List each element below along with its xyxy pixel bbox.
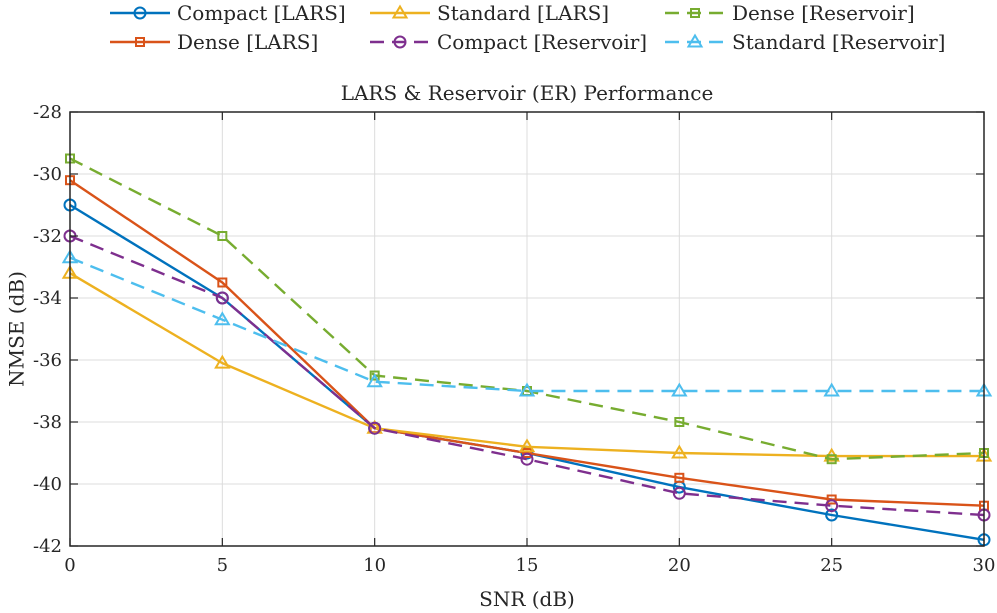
- data-point-standard-reservoir: [214, 311, 231, 326]
- data-point-standard-reservoir: [823, 382, 840, 397]
- y-tick-label: -32: [33, 226, 62, 247]
- legend-marker: [393, 35, 407, 49]
- x-tick-label: 25: [820, 555, 843, 576]
- legend-item-standard-lars: Standard [LARS]: [370, 1, 609, 25]
- data-point-dense-reservoir: [826, 454, 837, 465]
- data-point-standard-lars: [214, 354, 231, 369]
- data-point-dense-lars: [674, 472, 685, 483]
- legend-label: Compact [LARS]: [177, 1, 346, 25]
- data-point-dense-reservoir: [369, 370, 380, 381]
- legend-label: Standard [LARS]: [437, 1, 609, 25]
- y-tick-label: -40: [33, 474, 62, 495]
- y-tick-label: -34: [33, 288, 62, 309]
- legend-label: Standard [Reservoir]: [732, 30, 945, 54]
- data-point-standard-reservoir: [518, 382, 536, 397]
- grid: [70, 112, 984, 546]
- series-line-standard-reservoir: [69, 256, 984, 393]
- data-point-standard-lars: [518, 438, 536, 453]
- data-point-dense-reservoir: [674, 417, 685, 427]
- legend-item-compact-reservoir: Compact [Reservoir]: [370, 30, 647, 54]
- series-group: [61, 153, 993, 547]
- legend-marker: [690, 8, 700, 18]
- data-point-dense-lars: [522, 448, 532, 458]
- legend-item-dense-lars: Dense [LARS]: [110, 30, 318, 54]
- legend-label: Dense [Reservoir]: [732, 1, 915, 25]
- legend-marker: [686, 33, 704, 48]
- legend: Compact [LARS] Dense [LARS] Standard [LARS…: [110, 1, 945, 54]
- data-point-compact-reservoir: [368, 421, 382, 435]
- chart-title: LARS & Reservoir (ER) Performance: [341, 81, 714, 105]
- x-axis-label: SNR (dB): [479, 587, 575, 611]
- x-tick-label: 20: [668, 555, 691, 576]
- y-tick-label: -36: [33, 350, 62, 371]
- x-tick-label: 5: [217, 555, 228, 576]
- data-point-compact-lars: [825, 508, 839, 522]
- data-point-dense-lars: [217, 277, 228, 288]
- data-point-dense-reservoir: [217, 231, 228, 241]
- data-point-standard-lars: [671, 444, 688, 459]
- legend-marker: [133, 6, 147, 20]
- data-point-standard-reservoir: [671, 382, 688, 397]
- data-point-standard-reservoir: [366, 373, 383, 388]
- legend-item-compact-lars: Compact [LARS]: [110, 1, 346, 25]
- y-tick-label: -38: [33, 412, 62, 433]
- y-tick-label: -42: [33, 536, 62, 557]
- data-point-compact-reservoir: [215, 291, 229, 305]
- x-tick-label: 10: [363, 555, 386, 576]
- x-tick-label: 30: [973, 555, 996, 576]
- legend-item-dense-reservoir: Dense [Reservoir]: [665, 1, 915, 25]
- legend-item-standard-reservoir: Standard [Reservoir]: [665, 30, 945, 54]
- y-tick-label: -28: [33, 102, 62, 123]
- ticks: 0 5 10 15 20 25 30 -42 -40 -38 -36 -34 -32 -30 -28: [33, 102, 995, 576]
- series-line-dense-reservoir: [69, 157, 985, 461]
- plot-area: 0 5 10 15 20 25 30 -42 -40 -38 -36 -34 -32 -30 -28: [33, 102, 995, 576]
- y-axis-label: NMSE (dB): [5, 271, 29, 387]
- x-tick-label: 0: [64, 555, 75, 576]
- legend-label: Dense [LARS]: [177, 30, 318, 54]
- y-tick-label: -30: [33, 164, 62, 185]
- series-line-compact-reservoir: [69, 234, 985, 517]
- legend-marker: [391, 4, 409, 19]
- data-point-compact-reservoir: [672, 486, 686, 500]
- x-tick-label: 15: [516, 555, 539, 576]
- legend-label: Compact [Reservoir]: [437, 30, 647, 54]
- legend-marker: [135, 37, 145, 47]
- data-point-compact-reservoir: [825, 499, 839, 513]
- data-point-dense-lars: [826, 494, 837, 505]
- data-point-compact-reservoir: [520, 452, 534, 466]
